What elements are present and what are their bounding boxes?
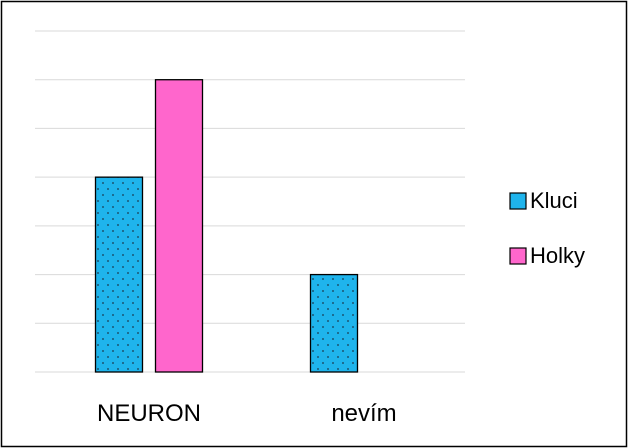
legend-swatch-kluci	[509, 192, 527, 210]
legend: Kluci Holky	[509, 188, 585, 268]
x-tick-label-neuron: NEURON	[97, 400, 201, 427]
legend-swatch-holky	[509, 247, 527, 265]
legend-label-holky: Holky	[530, 243, 585, 268]
x-axis-labels: NEURON nevím	[97, 400, 397, 427]
bar-kluci-0	[94, 176, 144, 373]
bar-kluci-1	[309, 273, 359, 373]
bar-holky-0	[154, 79, 204, 373]
x-tick-label-nevim: nevím	[331, 400, 396, 427]
legend-label-kluci: Kluci	[530, 188, 578, 213]
bars	[94, 79, 359, 373]
